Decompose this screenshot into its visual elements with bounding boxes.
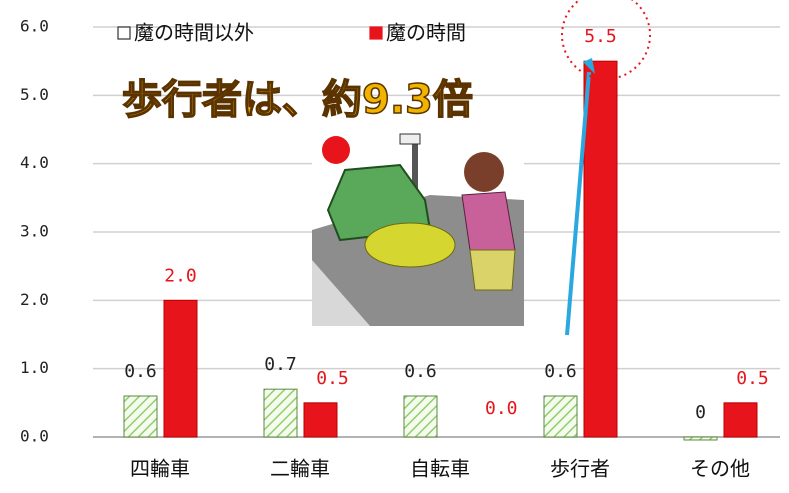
chart: 0.0 1.0 2.0 3.0 4.0 5.0 6.0 歩行者は、約9.3倍 魔の時間以外 魔… bbox=[0, 0, 789, 493]
y-tick-label: 4.0 bbox=[20, 153, 49, 172]
value-label: 0.6 bbox=[544, 361, 577, 382]
value-label: 5.5 bbox=[584, 26, 617, 47]
bar bbox=[584, 61, 617, 437]
bar bbox=[164, 300, 197, 437]
x-tick-label: 二輪車 bbox=[270, 457, 330, 481]
y-tick-label: 3.0 bbox=[20, 222, 49, 241]
value-label: 0.5 bbox=[316, 368, 349, 389]
legend-swatch bbox=[370, 27, 382, 39]
y-tick-label: 5.0 bbox=[20, 85, 49, 104]
bar bbox=[124, 396, 157, 437]
bar bbox=[264, 389, 297, 437]
value-label: 0.7 bbox=[264, 354, 297, 375]
annotation: 歩行者は、約9.3倍 bbox=[122, 77, 473, 123]
bar bbox=[724, 403, 757, 437]
value-label: 0.6 bbox=[404, 361, 437, 382]
y-tick-label: 6.0 bbox=[20, 17, 49, 36]
legend-label: 魔の時間以外 bbox=[134, 21, 254, 45]
y-tick-label: 0.0 bbox=[20, 427, 49, 446]
bar bbox=[684, 437, 717, 440]
x-tick-label: 自転車 bbox=[410, 457, 470, 481]
x-tick-label: 歩行者 bbox=[550, 457, 610, 481]
bar bbox=[404, 396, 437, 437]
x-tick-label: その他 bbox=[690, 457, 750, 481]
value-label: 0.6 bbox=[124, 361, 157, 382]
value-label: 0.0 bbox=[485, 398, 518, 419]
y-tick-label: 1.0 bbox=[20, 358, 49, 377]
illustration bbox=[312, 128, 524, 326]
y-tick-label: 2.0 bbox=[20, 290, 49, 309]
value-label: 2.0 bbox=[164, 265, 197, 286]
value-label: 0 bbox=[695, 402, 706, 423]
legend-swatch bbox=[118, 27, 130, 39]
bar bbox=[544, 396, 577, 437]
x-tick-label: 四輪車 bbox=[130, 457, 190, 481]
legend-label: 魔の時間 bbox=[386, 21, 466, 45]
value-label: 0.5 bbox=[736, 368, 769, 389]
bar bbox=[304, 403, 337, 437]
